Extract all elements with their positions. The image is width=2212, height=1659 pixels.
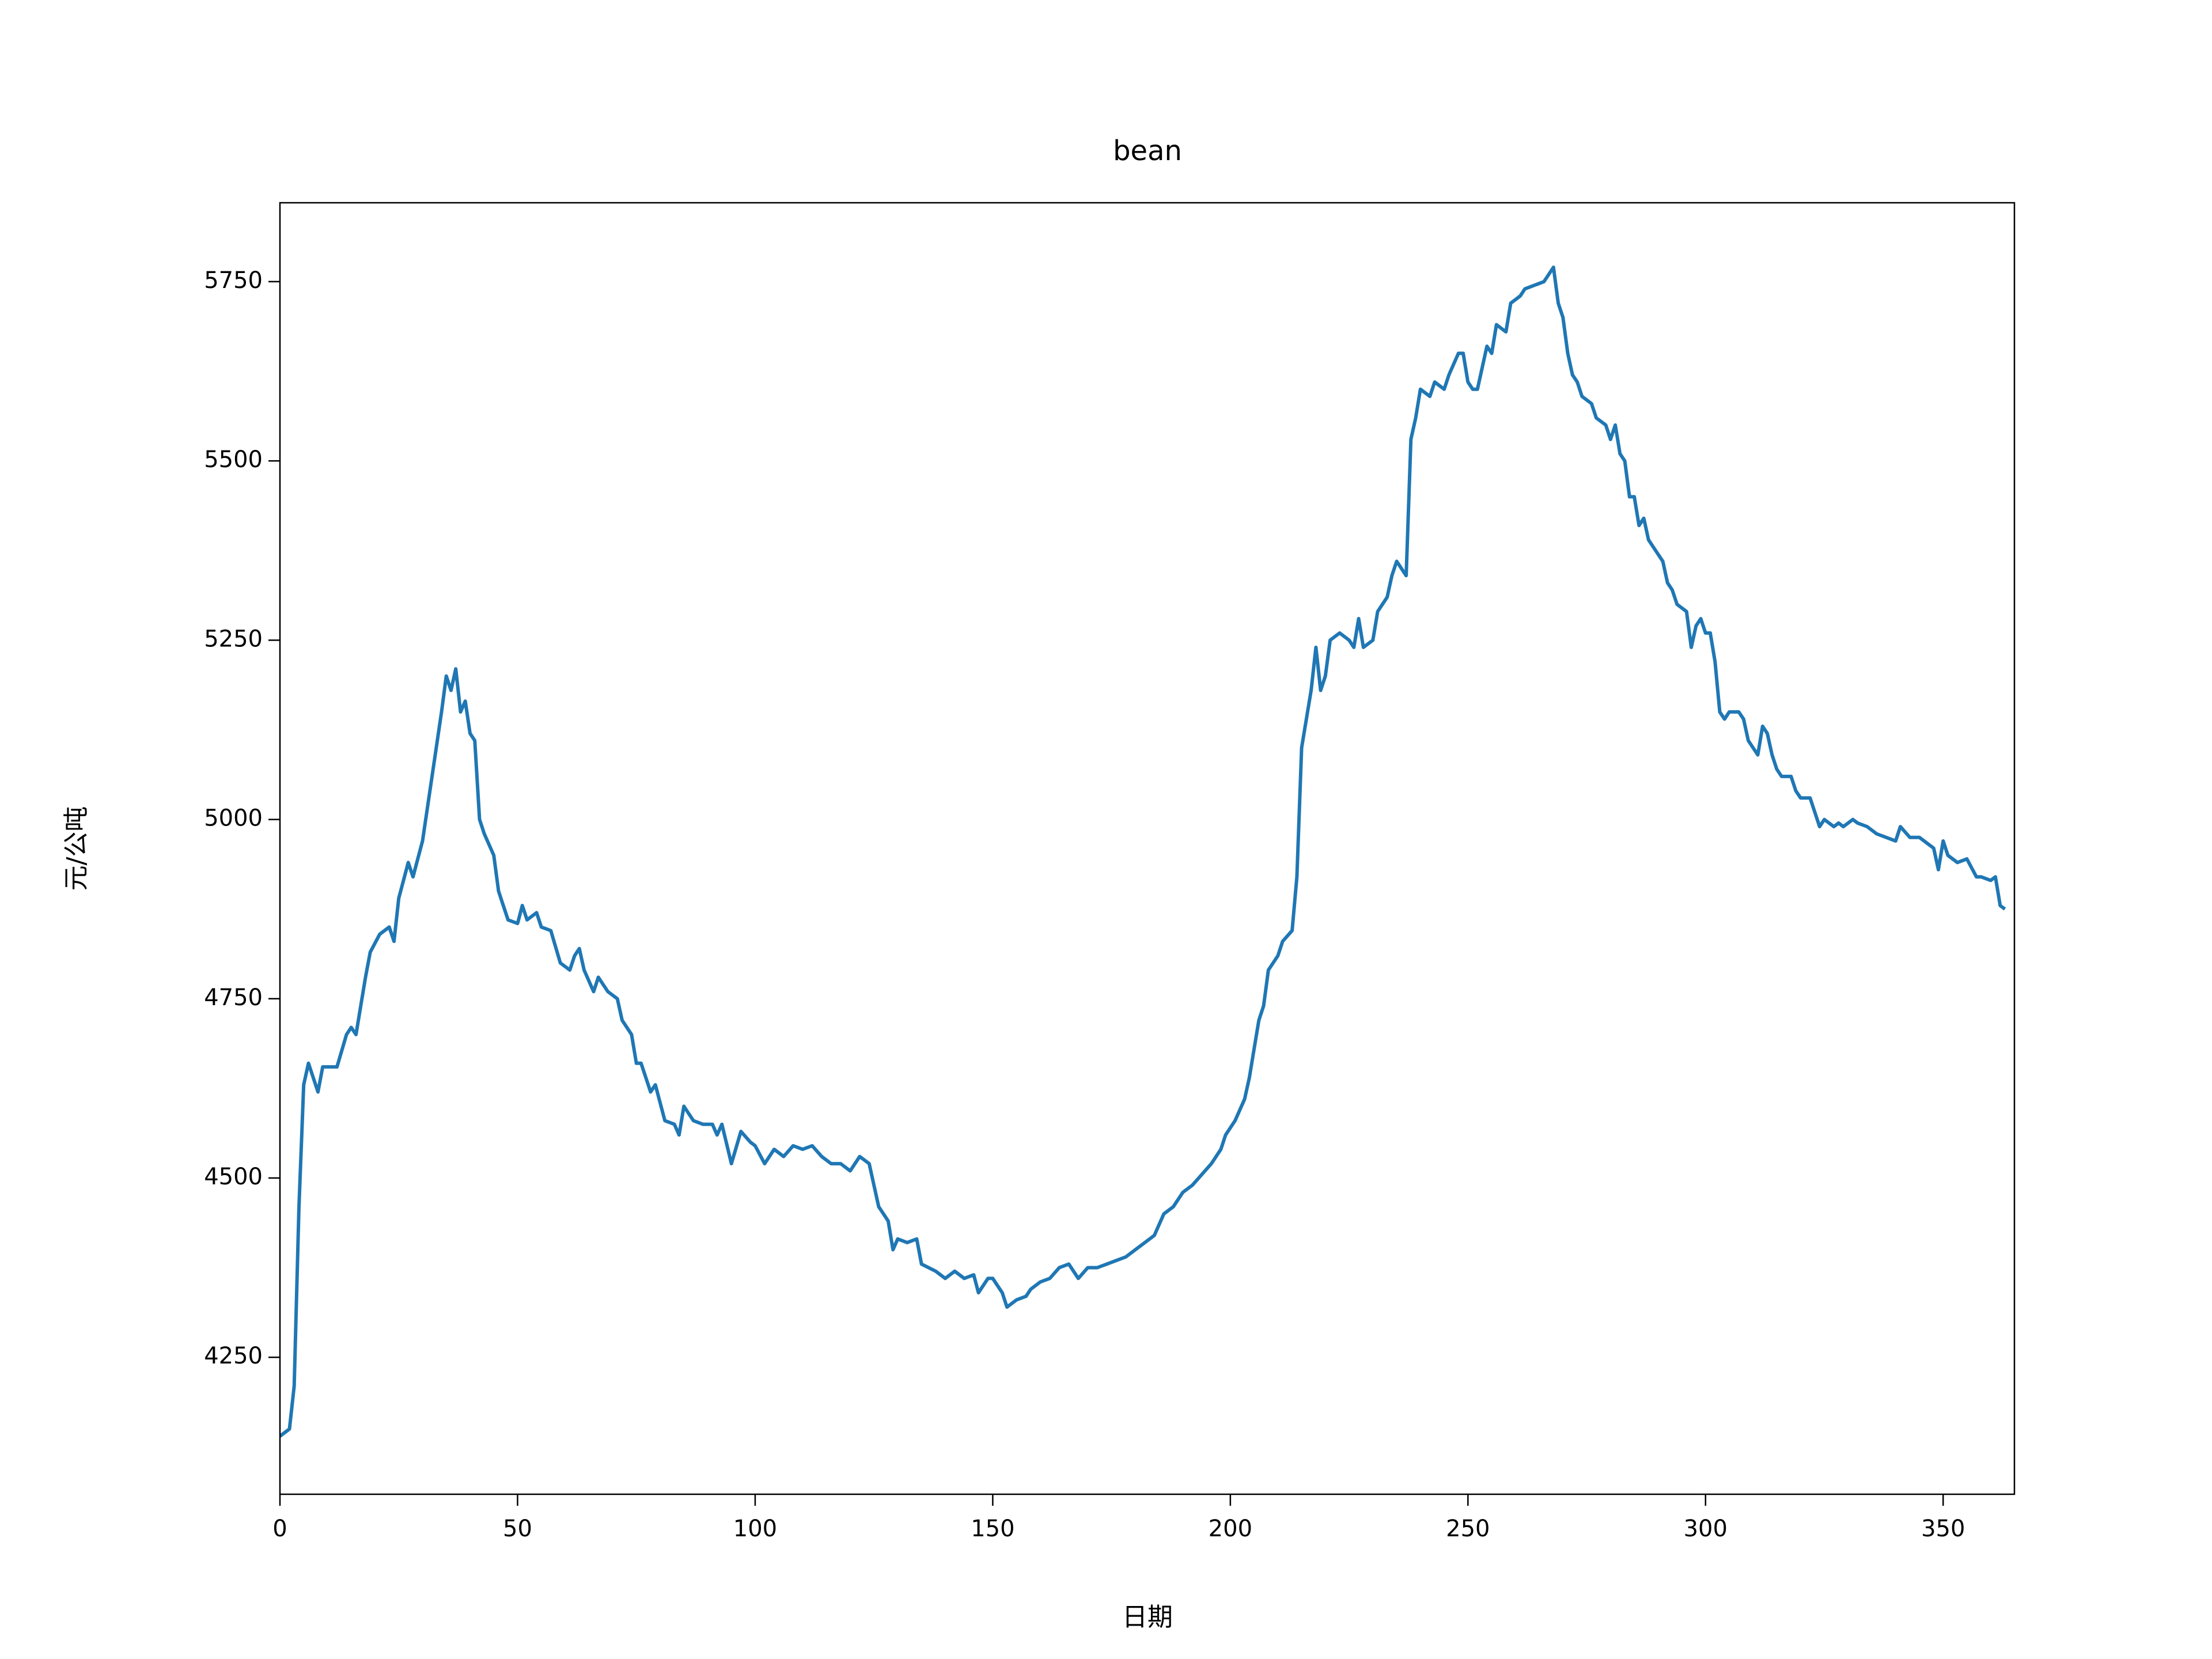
y-axis-label: 元/公吨 — [62, 806, 91, 891]
y-tick-label: 4750 — [204, 984, 263, 1011]
x-tick-label: 300 — [1684, 1516, 1728, 1542]
x-axis-label: 日期 — [1122, 1603, 1173, 1632]
plot-frame — [279, 202, 2016, 1495]
y-tick-label: 5750 — [204, 267, 263, 294]
y-tick-label: 4250 — [204, 1343, 263, 1369]
y-tick-label: 4500 — [204, 1164, 263, 1190]
x-tick-label: 200 — [1209, 1516, 1252, 1542]
x-tick-label: 150 — [971, 1516, 1014, 1542]
line — [280, 266, 2006, 1438]
x-tick-label: 250 — [1446, 1516, 1490, 1542]
x-tick-label: 50 — [503, 1516, 532, 1542]
x-tick-label: 350 — [1921, 1516, 1965, 1542]
y-tick-label: 5500 — [204, 446, 263, 473]
x-tick-label: 100 — [733, 1516, 777, 1542]
y-tick-label: 5000 — [204, 805, 263, 832]
x-tick-label: 0 — [272, 1516, 287, 1542]
chart-title: bean — [1113, 135, 1182, 167]
y-tick-label: 5250 — [204, 626, 263, 652]
